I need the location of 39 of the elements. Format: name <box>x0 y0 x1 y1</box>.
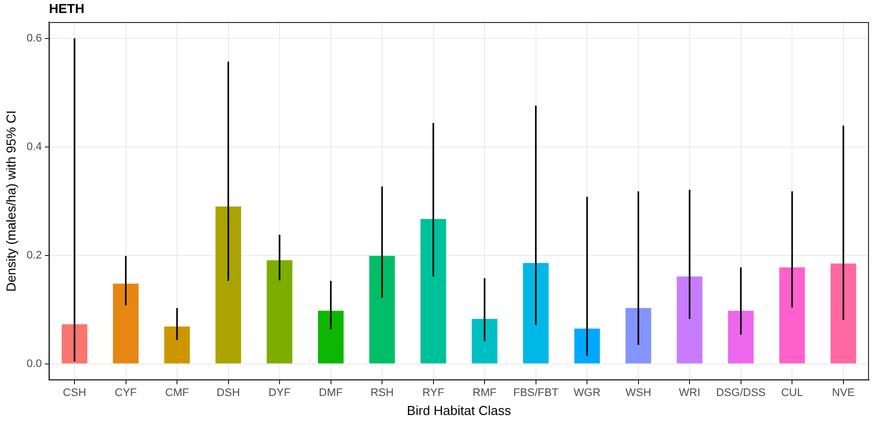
x-tick-label: DSG/DSS <box>716 386 766 399</box>
bar <box>830 264 856 364</box>
x-tick-label: WSH <box>626 386 652 399</box>
bar <box>318 310 344 364</box>
x-tick-label: CUL <box>781 386 804 399</box>
x-tick-label: DYF <box>268 386 291 399</box>
y-axis-title: Density (males/ha) with 95% CI <box>3 110 18 292</box>
y-tick-label: 0.4 <box>26 140 42 153</box>
x-tick-label: WGR <box>574 386 601 399</box>
x-tick-label: RSH <box>370 386 394 399</box>
y-tick-label: 0.0 <box>26 358 42 370</box>
bar <box>676 276 702 364</box>
bar <box>472 318 498 364</box>
x-tick-label: DMF <box>318 386 343 399</box>
bar <box>728 310 754 364</box>
bar <box>215 206 242 364</box>
bar <box>164 326 190 364</box>
y-tick-label: 0.6 <box>26 32 42 44</box>
bar <box>420 219 446 364</box>
bar <box>62 324 88 364</box>
x-tick-label: CMF <box>165 386 190 399</box>
x-axis-title: Bird Habitat Class <box>406 402 512 418</box>
x-tick-label: CYF <box>114 386 138 399</box>
x-tick-label: CSH <box>62 386 86 399</box>
x-tick-label: DSH <box>216 386 240 399</box>
bar <box>523 262 549 364</box>
bar <box>112 284 139 364</box>
x-tick-label: RMF <box>472 386 497 399</box>
x-tick-label: FBS/FBT <box>513 386 559 399</box>
bar <box>574 328 600 364</box>
y-tick-label: 0.2 <box>26 249 42 262</box>
bar <box>779 267 805 364</box>
chart-title: HETH <box>49 1 84 16</box>
x-tick-label: NVE <box>832 386 855 399</box>
bar <box>266 260 292 364</box>
bar <box>626 308 652 364</box>
bar <box>369 256 395 364</box>
x-tick-label: RYF <box>422 386 444 399</box>
x-tick-label: WRI <box>678 386 700 399</box>
